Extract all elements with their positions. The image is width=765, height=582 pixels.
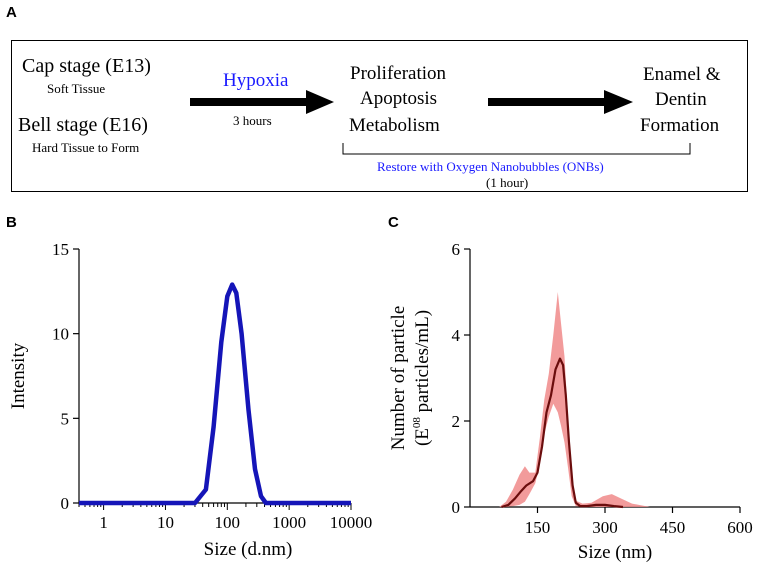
panel-label-c: C xyxy=(388,214,399,231)
chart-c-y-label-line1: Number of particle xyxy=(388,306,409,451)
chart-c-series-mean xyxy=(501,357,624,509)
chart-c-x-tick-label: 150 xyxy=(525,518,551,537)
chart-b-x-label: Size (d.nm) xyxy=(204,539,293,560)
hypoxia-arrow xyxy=(190,90,334,114)
chart-c-x-tick-label: 450 xyxy=(660,518,686,537)
chart-c-x-tick-label: 600 xyxy=(727,518,753,537)
chart-c-y-tick-label: 6 xyxy=(452,240,461,259)
chart-b-y-tick-label: 10 xyxy=(52,325,69,344)
stage1-subtitle: Soft Tissue xyxy=(47,81,106,96)
stage1-title: Cap stage (E13) xyxy=(22,55,151,77)
effect-apoptosis: Apoptosis xyxy=(360,88,438,109)
chart-c-series-error-band xyxy=(499,292,650,507)
chart-b-series-intensity xyxy=(79,282,351,506)
chart-b-y-label: Intensity xyxy=(8,342,29,409)
chart-c-x-tick-label: 300 xyxy=(592,518,618,537)
chart-b-x-tick-label: 10 xyxy=(157,513,174,532)
chart-c-y-label-line2: (E08 particles/mL) xyxy=(411,310,433,446)
flow-arrows xyxy=(190,90,691,155)
hypoxia-label: Hypoxia xyxy=(223,70,289,91)
chart-c-y-label-unit-close: particles/mL) xyxy=(412,310,433,417)
chart-b-x-tick-label: 10000 xyxy=(330,513,373,532)
effect-metabolism: Metabolism xyxy=(349,115,440,136)
outcome-line-1: Enamel & xyxy=(643,64,721,85)
chart-b-x-tick-label: 1000 xyxy=(272,513,306,532)
chart-c-y-tick-label: 4 xyxy=(452,326,461,345)
restore-bracket xyxy=(342,143,691,155)
chart-b-x-tick-label: 100 xyxy=(215,513,241,532)
outcome-line-3: Formation xyxy=(640,115,720,136)
chart-b-y-tick-label: 15 xyxy=(52,240,69,259)
chart-c-y-label-exponent: 08 xyxy=(411,417,423,429)
restore-duration: (1 hour) xyxy=(486,175,529,190)
outcome-arrow xyxy=(488,90,633,114)
panel-label-b: B xyxy=(6,214,17,231)
chart-b-x-tick-label: 1 xyxy=(99,513,108,532)
chart-b-y-tick-label: 0 xyxy=(61,494,70,513)
outcome-line-2: Dentin xyxy=(655,89,707,110)
restore-text: Restore with Oxygen Nanobubbles (ONBs) xyxy=(377,159,604,174)
stage2-subtitle: Hard Tissue to Form xyxy=(32,140,140,155)
chart-c-y-tick-label: 0 xyxy=(452,498,461,517)
panel-label-a: A xyxy=(6,4,17,21)
hypoxia-duration: 3 hours xyxy=(233,113,272,128)
stage2-title: Bell stage (E16) xyxy=(18,114,148,136)
chart-c-y-tick-label: 2 xyxy=(452,412,461,431)
chart-b-y-tick-label: 5 xyxy=(61,409,70,428)
chart-b: 0 5 10 15 1 10 100 1000 10000 Intensity Size (d… xyxy=(8,240,373,560)
chart-c-x-label: Size (nm) xyxy=(578,542,652,563)
effect-proliferation: Proliferation xyxy=(350,63,447,84)
chart-c: 0 2 4 6 150 300 450 600 Number of particle (E0… xyxy=(388,240,753,563)
chart-c-y-label-unit-open: (E xyxy=(412,428,433,446)
flow-diagram-box xyxy=(11,40,748,192)
